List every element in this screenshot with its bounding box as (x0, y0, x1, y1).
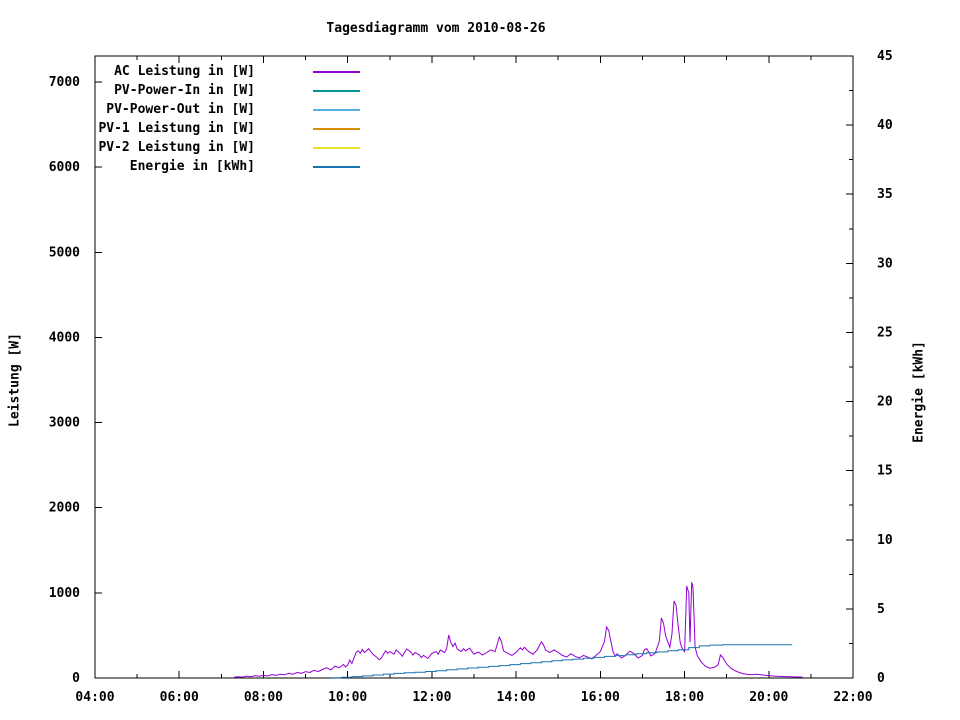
legend-row: PV-2 Leistung in [W] (97, 138, 360, 157)
legend-gap (255, 147, 313, 148)
series-path-energie-in-kwh- (330, 644, 793, 679)
y-left-tick-label: 7000 (49, 75, 80, 90)
x-tick-label: 18:00 (665, 690, 704, 705)
x-tick-label: 22:00 (833, 690, 872, 705)
legend-line-swatch (313, 146, 360, 149)
y-left-tick-label: 1000 (49, 586, 80, 601)
x-tick-label: 16:00 (581, 690, 620, 705)
legend-row: AC Leistung in [W] (97, 62, 360, 81)
y-right-tick-label: 15 (877, 464, 893, 479)
x-tick-label: 04:00 (75, 690, 114, 705)
y-left-tick-label: 5000 (49, 245, 80, 260)
legend-label: PV-Power-Out in [W] (106, 102, 255, 117)
legend-line-swatch (313, 89, 360, 92)
legend-label: Energie in [kWh] (129, 159, 255, 174)
x-tick-label: 12:00 (412, 690, 451, 705)
y-right-tick-label: 30 (877, 256, 893, 271)
legend: AC Leistung in [W] PV-Power-In in [W] PV-P… (97, 62, 360, 176)
y-right-tick-label: 25 (877, 325, 893, 340)
x-tick-label: 10:00 (328, 690, 367, 705)
y-right-tick-label: 5 (877, 602, 885, 617)
x-tick-label: 20:00 (749, 690, 788, 705)
y-right-tick-label: 10 (877, 533, 893, 548)
legend-line-swatch (313, 127, 360, 130)
legend-line-swatch (313, 108, 360, 111)
x-tick-label: 06:00 (160, 690, 199, 705)
y-left-tick-label: 0 (72, 671, 80, 686)
y-left-tick-label: 6000 (49, 160, 80, 175)
y-right-tick-label: 20 (877, 395, 893, 410)
legend-row: Energie in [kWh] (97, 157, 360, 176)
y-axis-label-left: Leistung [W] (7, 333, 23, 427)
legend-row: PV-Power-In in [W] (97, 81, 360, 100)
series-path-ac-leistung-in-w- (233, 582, 803, 678)
legend-label: PV-1 Leistung in [W] (98, 121, 255, 136)
chart-title: Tagesdiagramm vom 2010-08-26 (326, 21, 546, 36)
legend-label: AC Leistung in [W] (114, 64, 255, 79)
x-tick-label: 08:00 (244, 690, 283, 705)
legend-gap (255, 71, 313, 72)
legend-row: PV-1 Leistung in [W] (97, 119, 360, 138)
y-right-tick-label: 45 (877, 49, 893, 64)
legend-row: PV-Power-Out in [W] (97, 100, 360, 119)
y-right-tick-label: 40 (877, 118, 893, 133)
legend-gap (255, 166, 313, 167)
y-left-tick-label: 3000 (49, 416, 80, 431)
y-right-tick-label: 35 (877, 187, 893, 202)
legend-label: PV-Power-In in [W] (114, 83, 255, 98)
legend-gap (255, 128, 313, 129)
legend-line-swatch (313, 70, 360, 73)
x-tick-label: 14:00 (497, 690, 536, 705)
legend-gap (255, 109, 313, 110)
legend-label: PV-2 Leistung in [W] (98, 140, 255, 155)
legend-line-swatch (313, 165, 360, 168)
y-axis-label-right: Energie [kWh] (911, 341, 927, 443)
y-left-tick-label: 2000 (49, 501, 80, 516)
legend-gap (255, 90, 313, 91)
y-left-tick-label: 4000 (49, 330, 80, 345)
y-right-tick-label: 0 (877, 671, 885, 686)
